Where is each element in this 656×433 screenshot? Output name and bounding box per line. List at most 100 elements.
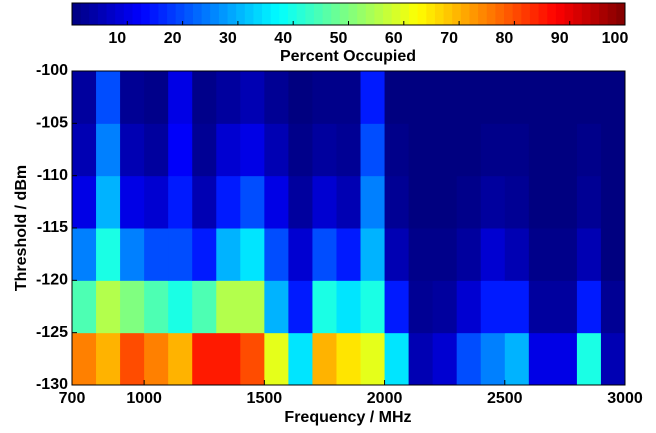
- heatmap-cell: [552, 123, 578, 177]
- colorbar-tick-label: 60: [385, 30, 403, 47]
- heatmap-cell: [72, 332, 97, 386]
- colorbar-segment: [547, 3, 557, 25]
- colorbar-segment: [521, 3, 531, 25]
- heatmap-cell: [360, 123, 386, 177]
- heatmap-cell: [600, 332, 626, 386]
- colorbar-segment: [270, 3, 280, 25]
- heatmap-cell: [120, 280, 145, 334]
- colorbar-segment: [357, 3, 367, 25]
- heatmap-cell: [240, 280, 265, 334]
- heatmap-cell: [336, 71, 362, 124]
- heatmap-cell: [144, 280, 169, 334]
- heatmap-cell: [240, 175, 265, 229]
- heatmap-cell: [336, 123, 362, 177]
- heatmap-cell: [600, 175, 626, 229]
- colorbar-tick-label: 40: [274, 30, 292, 47]
- heatmap-cell: [552, 332, 578, 386]
- x-tick-label: 1000: [126, 390, 162, 407]
- heatmap-cell: [264, 332, 289, 386]
- colorbar-segment: [141, 3, 151, 25]
- heatmap-cell: [192, 175, 217, 229]
- heatmap-cell: [504, 332, 530, 386]
- colorbar-segment: [339, 3, 349, 25]
- heatmap-cell: [576, 332, 602, 386]
- colorbar-segment: [218, 3, 229, 25]
- heatmap-cell: [216, 332, 241, 386]
- colorbar-segment: [348, 3, 358, 25]
- heatmap-cell: [600, 123, 626, 177]
- colorbar-segment: [469, 3, 479, 25]
- heatmap-cell: [264, 280, 289, 334]
- heatmap-cell: [192, 332, 217, 386]
- colorbar-segment: [374, 3, 384, 25]
- colorbar-segment: [253, 3, 263, 25]
- colorbar-tick-label: 50: [330, 30, 348, 47]
- colorbar-tick-label: 30: [219, 30, 237, 47]
- heatmap-cell: [96, 71, 121, 124]
- heatmap-cell: [312, 71, 337, 124]
- heatmap-cell: [384, 332, 410, 386]
- heatmap-cell: [120, 123, 145, 177]
- y-tick-label: -105: [36, 115, 68, 132]
- colorbar-segment: [486, 3, 496, 25]
- heatmap-cell: [336, 228, 362, 281]
- heatmap-cell: [120, 228, 145, 281]
- colorbar-segment: [443, 3, 453, 25]
- heatmap-cell: [288, 332, 313, 386]
- colorbar-segment: [184, 3, 194, 25]
- colorbar-segment: [478, 3, 488, 25]
- heatmap-cell: [480, 175, 506, 229]
- colorbar-segment: [236, 3, 246, 25]
- heatmap-cell: [600, 228, 626, 281]
- colorbar-segment: [175, 3, 185, 25]
- y-tick-label: -100: [36, 62, 68, 79]
- colorbar-segment: [115, 3, 125, 25]
- heatmap-cell: [528, 71, 554, 124]
- heatmap-cell: [432, 71, 458, 124]
- heatmap-cell: [168, 175, 193, 229]
- heatmap-cell: [456, 123, 482, 177]
- heatmap-cell: [600, 71, 626, 124]
- colorbar-segment: [167, 3, 177, 25]
- heatmap-cell: [552, 280, 578, 334]
- heatmap-cell: [504, 175, 530, 229]
- heatmap-cell: [216, 228, 241, 281]
- heatmap-cell: [456, 228, 482, 281]
- y-tick-label: -125: [36, 324, 68, 341]
- heatmap-cell: [288, 280, 313, 334]
- colorbar-segment: [529, 3, 540, 25]
- heatmap-cell: [336, 332, 362, 386]
- x-tick-label: 3000: [607, 390, 643, 407]
- colorbar-segment: [97, 3, 108, 25]
- heatmap-cell: [504, 228, 530, 281]
- heatmap-cell: [72, 123, 97, 177]
- x-axis-label: Frequency / MHz: [284, 409, 411, 426]
- heatmap-cell: [216, 280, 241, 334]
- heatmap-cell: [72, 280, 97, 334]
- heatmap-cell: [312, 175, 337, 229]
- heatmap-cell: [504, 71, 530, 124]
- colorbar-segment: [538, 3, 548, 25]
- colorbar-tick-label: 20: [164, 30, 182, 47]
- heatmap-cell: [384, 280, 410, 334]
- heatmap-cell: [480, 123, 506, 177]
- heatmap-cell: [360, 71, 386, 124]
- colorbar-tick-label: 100: [602, 30, 629, 47]
- heatmap-cell: [576, 123, 602, 177]
- heatmap-cell: [480, 228, 506, 281]
- heatmap-cell: [144, 123, 169, 177]
- heatmap-cell: [408, 280, 434, 334]
- heatmap-cell: [456, 175, 482, 229]
- heatmap-cell: [72, 71, 97, 124]
- heatmap-cell: [312, 280, 337, 334]
- heatmap-cell: [384, 175, 410, 229]
- heatmap-cell: [432, 332, 458, 386]
- heatmap-cell: [120, 71, 145, 124]
- heatmap-cell: [528, 280, 554, 334]
- heatmap-cell: [288, 175, 313, 229]
- colorbar-segment: [573, 3, 583, 25]
- heatmap-cell: [96, 228, 121, 281]
- colorbar-segment: [288, 3, 298, 25]
- heatmap-cell: [264, 175, 289, 229]
